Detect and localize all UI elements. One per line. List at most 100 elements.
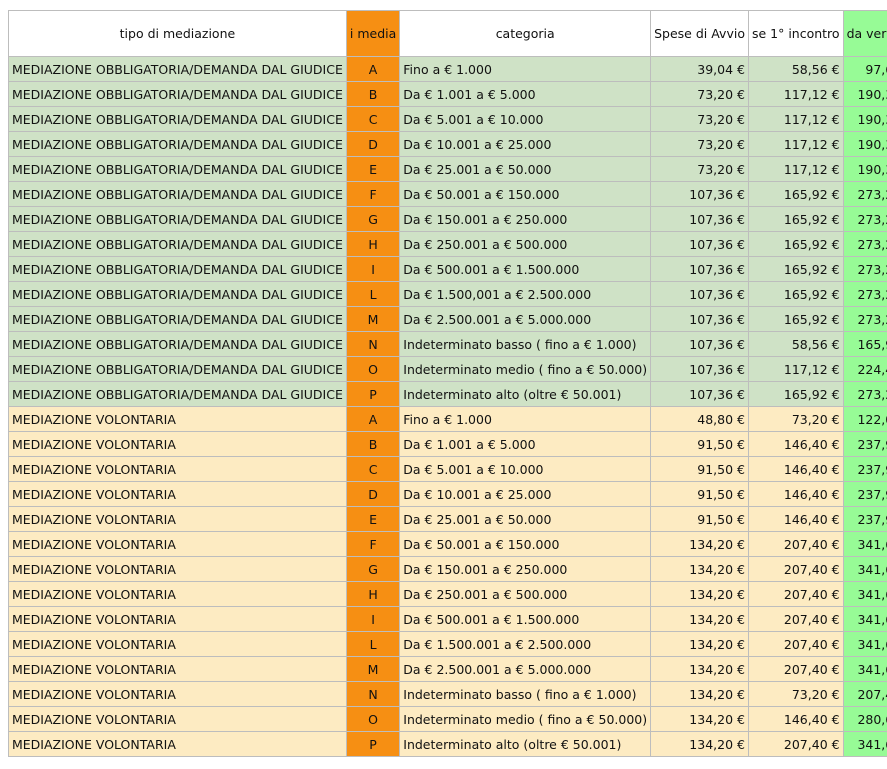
cell-categoria[interactable]: Da € 250.001 a € 500.000 [399,581,652,607]
cell-totale[interactable]: 273,28 € [842,306,887,332]
cell-totale[interactable]: 273,28 € [842,381,887,407]
cell-tipo[interactable]: MEDIAZIONE VOLONTARIA [8,456,347,482]
cell-totale[interactable]: 341,60 € [842,581,887,607]
cell-spese-avvio[interactable]: 91,50 € [650,431,749,457]
cell-spese-avvio[interactable]: 134,20 € [650,581,749,607]
cell-codice[interactable]: B [345,431,401,457]
cell-totale[interactable]: 122,00 € [842,406,887,432]
cell-primo-incontro[interactable]: 165,92 € [747,206,844,232]
cell-categoria[interactable]: Da € 5.001 a € 10.000 [399,456,652,482]
cell-codice[interactable]: O [345,706,401,732]
cell-spese-avvio[interactable]: 91,50 € [650,506,749,532]
cell-codice[interactable]: C [345,106,401,132]
cell-codice[interactable]: N [345,681,401,707]
cell-primo-incontro[interactable]: 207,40 € [747,581,844,607]
cell-totale[interactable]: 237,90 € [842,481,887,507]
header-spese-avvio[interactable]: Spese di Avvio [650,10,749,57]
cell-tipo[interactable]: MEDIAZIONE OBBLIGATORIA/DEMANDA DAL GIUD… [8,81,347,107]
cell-codice[interactable]: I [345,256,401,282]
cell-primo-incontro[interactable]: 165,92 € [747,281,844,307]
cell-codice[interactable]: C [345,456,401,482]
cell-categoria[interactable]: Da € 250.001 a € 500.000 [399,231,652,257]
cell-tipo[interactable]: MEDIAZIONE OBBLIGATORIA/DEMANDA DAL GIUD… [8,256,347,282]
cell-codice[interactable]: N [345,331,401,357]
cell-tipo[interactable]: MEDIAZIONE OBBLIGATORIA/DEMANDA DAL GIUD… [8,156,347,182]
cell-codice[interactable]: L [345,281,401,307]
cell-totale[interactable]: 224,48 € [842,356,887,382]
cell-tipo[interactable]: MEDIAZIONE VOLONTARIA [8,706,347,732]
cell-spese-avvio[interactable]: 134,20 € [650,656,749,682]
cell-spese-avvio[interactable]: 134,20 € [650,531,749,557]
cell-tipo[interactable]: MEDIAZIONE OBBLIGATORIA/DEMANDA DAL GIUD… [8,56,347,82]
cell-tipo[interactable]: MEDIAZIONE OBBLIGATORIA/DEMANDA DAL GIUD… [8,356,347,382]
cell-primo-incontro[interactable]: 146,40 € [747,456,844,482]
cell-tipo[interactable]: MEDIAZIONE VOLONTARIA [8,606,347,632]
cell-tipo[interactable]: MEDIAZIONE VOLONTARIA [8,506,347,532]
cell-codice[interactable]: P [345,731,401,757]
cell-categoria[interactable]: Fino a € 1.000 [399,56,652,82]
cell-spese-avvio[interactable]: 107,36 € [650,306,749,332]
cell-spese-avvio[interactable]: 73,20 € [650,81,749,107]
cell-primo-incontro[interactable]: 165,92 € [747,231,844,257]
cell-spese-avvio[interactable]: 73,20 € [650,106,749,132]
cell-totale[interactable]: 190,32 € [842,81,887,107]
header-primo-incontro[interactable]: se 1° incontro [747,10,844,57]
cell-totale[interactable]: 273,28 € [842,256,887,282]
cell-categoria[interactable]: Da € 1.001 a € 5.000 [399,81,652,107]
cell-totale[interactable]: 207,40 € [842,681,887,707]
cell-primo-incontro[interactable]: 117,12 € [747,81,844,107]
cell-tipo[interactable]: MEDIAZIONE VOLONTARIA [8,481,347,507]
cell-primo-incontro[interactable]: 73,20 € [747,406,844,432]
cell-categoria[interactable]: Indeterminato basso ( fino a € 1.000) [399,681,652,707]
cell-categoria[interactable]: Da € 2.500.001 a € 5.000.000 [399,656,652,682]
cell-tipo[interactable]: MEDIAZIONE VOLONTARIA [8,531,347,557]
cell-primo-incontro[interactable]: 165,92 € [747,381,844,407]
cell-codice[interactable]: F [345,531,401,557]
cell-codice[interactable]: D [345,131,401,157]
cell-categoria[interactable]: Da € 10.001 a € 25.000 [399,131,652,157]
cell-categoria[interactable]: Da € 5.001 a € 10.000 [399,106,652,132]
cell-categoria[interactable]: Da € 150.001 a € 250.000 [399,556,652,582]
cell-categoria[interactable]: Indeterminato basso ( fino a € 1.000) [399,331,652,357]
cell-spese-avvio[interactable]: 73,20 € [650,156,749,182]
cell-totale[interactable]: 190,32 € [842,156,887,182]
cell-categoria[interactable]: Da € 25.001 a € 50.000 [399,156,652,182]
cell-spese-avvio[interactable]: 91,50 € [650,481,749,507]
cell-totale[interactable]: 341,60 € [842,556,887,582]
cell-spese-avvio[interactable]: 39,04 € [650,56,749,82]
cell-totale[interactable]: 273,28 € [842,206,887,232]
cell-primo-incontro[interactable]: 165,92 € [747,306,844,332]
cell-primo-incontro[interactable]: 146,40 € [747,706,844,732]
cell-primo-incontro[interactable]: 207,40 € [747,531,844,557]
cell-tipo[interactable]: MEDIAZIONE VOLONTARIA [8,431,347,457]
cell-primo-incontro[interactable]: 117,12 € [747,156,844,182]
cell-tipo[interactable]: MEDIAZIONE VOLONTARIA [8,406,347,432]
cell-totale[interactable]: 237,90 € [842,456,887,482]
cell-spese-avvio[interactable]: 107,36 € [650,231,749,257]
cell-tipo[interactable]: MEDIAZIONE OBBLIGATORIA/DEMANDA DAL GIUD… [8,331,347,357]
cell-categoria[interactable]: Da € 10.001 a € 25.000 [399,481,652,507]
cell-codice[interactable]: L [345,631,401,657]
cell-totale[interactable]: 190,32 € [842,106,887,132]
cell-tipo[interactable]: MEDIAZIONE OBBLIGATORIA/DEMANDA DAL GIUD… [8,181,347,207]
cell-totale[interactable]: 273,28 € [842,181,887,207]
cell-primo-incontro[interactable]: 58,56 € [747,56,844,82]
cell-tipo[interactable]: MEDIAZIONE OBBLIGATORIA/DEMANDA DAL GIUD… [8,231,347,257]
cell-spese-avvio[interactable]: 134,20 € [650,631,749,657]
cell-codice[interactable]: A [345,406,401,432]
cell-spese-avvio[interactable]: 107,36 € [650,206,749,232]
cell-totale[interactable]: 341,60 € [842,656,887,682]
cell-codice[interactable]: G [345,206,401,232]
cell-tipo[interactable]: MEDIAZIONE VOLONTARIA [8,681,347,707]
cell-categoria[interactable]: Indeterminato alto (oltre € 50.001) [399,731,652,757]
cell-tipo[interactable]: MEDIAZIONE VOLONTARIA [8,731,347,757]
cell-categoria[interactable]: Da € 2.500.001 a € 5.000.000 [399,306,652,332]
cell-totale[interactable]: 190,32 € [842,131,887,157]
cell-primo-incontro[interactable]: 73,20 € [747,681,844,707]
cell-codice[interactable]: A [345,56,401,82]
cell-codice[interactable]: O [345,356,401,382]
cell-codice[interactable]: I [345,606,401,632]
cell-codice[interactable]: B [345,81,401,107]
cell-codice[interactable]: P [345,381,401,407]
cell-codice[interactable]: E [345,156,401,182]
